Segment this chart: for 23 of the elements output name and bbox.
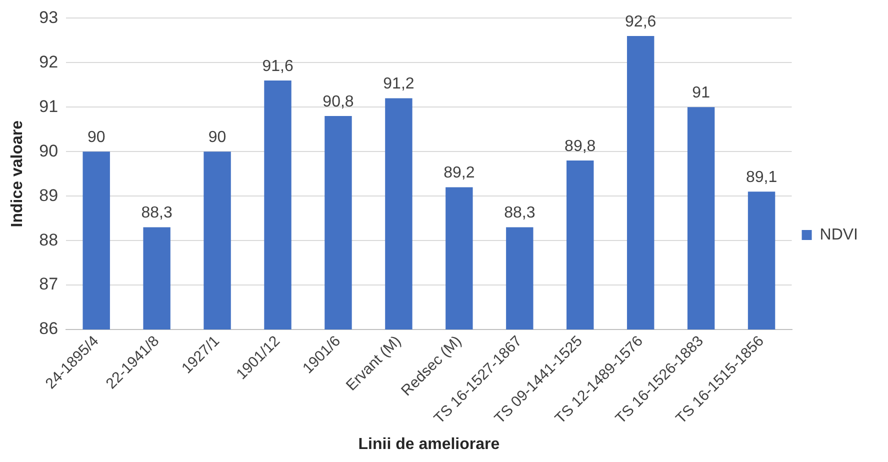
y-tick-label: 92	[39, 52, 58, 72]
y-tick-label: 86	[39, 319, 58, 338]
y-tick-label: 88	[39, 230, 58, 250]
y-tick-label: 93	[39, 8, 58, 27]
data-label: 88,3	[504, 204, 536, 222]
y-tick-label: 90	[39, 141, 58, 160]
data-label: 89,1	[746, 169, 778, 186]
y-tick-label: 87	[39, 274, 58, 294]
data-label: 90	[87, 129, 106, 146]
data-label: 92,6	[625, 13, 656, 30]
y-axis-title: Indice valoare	[9, 120, 26, 228]
data-label: 89,2	[444, 164, 475, 182]
data-label: 91,2	[383, 76, 414, 93]
data-label: 88,3	[141, 204, 172, 222]
y-tick-label: 89	[39, 186, 58, 205]
data-label: 91,6	[262, 58, 294, 75]
data-label: 90,8	[322, 93, 354, 110]
data-label: 89,8	[564, 138, 596, 155]
legend-label: NDVI	[820, 226, 858, 244]
data-label: 90	[208, 129, 226, 146]
x-axis-title: Linii de ameliorare	[358, 436, 500, 453]
data-label: 91	[692, 84, 710, 102]
y-tick-label: 91	[39, 96, 58, 116]
